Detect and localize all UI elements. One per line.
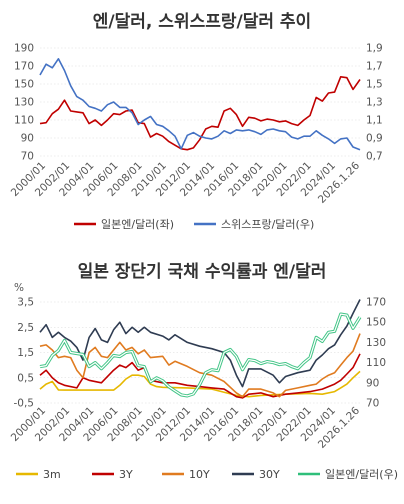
y-right-tick-label: 130 <box>366 337 386 349</box>
y-left-tick-label: 3,5 <box>17 297 34 309</box>
series-line <box>39 57 361 151</box>
series-line-inner <box>39 313 361 397</box>
y-right-tick-label: 1,9 <box>366 43 383 55</box>
y-left-tick-label: 90 <box>21 133 34 145</box>
y-left-tick-label: -0,5 <box>14 398 35 410</box>
chart-title: 엔/달러, 스위스프랑/달러 추이 <box>93 11 311 32</box>
y-left-tick-label: 70 <box>21 151 34 163</box>
y-right-tick-label: 1,7 <box>366 61 383 73</box>
chart-2: 일본 장단기 국채 수익률과 엔/달러% 3,5 2,5 1,5 0,5 -0,5 170 1… <box>9 261 398 481</box>
y-right-tick-label: 70 <box>366 398 379 410</box>
legend-label: 10Y <box>189 468 210 481</box>
chart-1: 엔/달러, 스위스프랑/달러 추이 190 170 150 130 110 90 70 1,9 1… <box>9 11 383 231</box>
y-left-tick-label: 150 <box>14 79 34 91</box>
legend-label: 스위스프랑/달러(우) <box>221 218 314 231</box>
y-right-tick-label: 150 <box>366 317 386 329</box>
y-left-tick-label: 170 <box>14 61 34 73</box>
y-right-tick-label: 1,1 <box>366 115 383 127</box>
chart-title: 일본 장단기 국채 수익률과 엔/달러 <box>78 261 327 282</box>
y-left-tick-label: 0,5 <box>17 372 34 384</box>
series-line <box>39 370 361 398</box>
legend-label: 일본엔/달러(우) <box>325 467 398 481</box>
y-left-tick-label: 190 <box>14 43 34 55</box>
y-right-tick-label: 170 <box>366 297 386 309</box>
y-right-tick-label: 0,7 <box>366 151 383 163</box>
y-left-tick-label: 110 <box>14 115 34 127</box>
y-right-tick-label: 90 <box>366 377 379 389</box>
series-line <box>39 333 361 398</box>
legend-label: 3Y <box>119 468 133 481</box>
y-right-tick-label: 1,5 <box>366 79 383 91</box>
y-right-tick-label: 0,9 <box>366 133 383 145</box>
y-left-tick-label: 1,5 <box>17 347 34 359</box>
y-left-tick-label: 2,5 <box>17 322 34 334</box>
y-right-tick-label: 110 <box>366 357 386 369</box>
y-right-tick-label: 1,3 <box>366 97 383 109</box>
unit-label: % <box>14 282 24 294</box>
legend-label: 일본엔/달러(좌) <box>101 217 174 231</box>
series-line <box>39 76 361 151</box>
legend-label: 3m <box>43 468 61 481</box>
legend-label: 30Y <box>259 468 280 481</box>
y-left-tick-label: 130 <box>14 97 34 109</box>
